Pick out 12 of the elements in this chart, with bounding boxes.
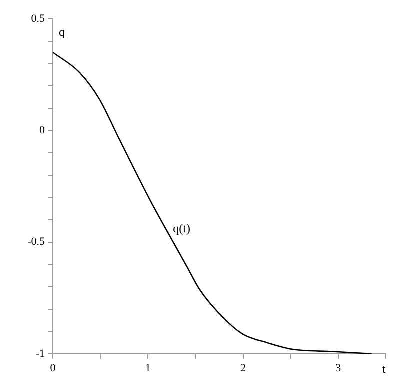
x-tick-label: 2	[240, 362, 246, 374]
series-label: q(t)	[173, 221, 190, 236]
y-axis-title: q	[59, 25, 65, 40]
y-tick-label: 0.5	[31, 12, 46, 25]
y-tick-label: -1	[36, 348, 45, 360]
x-axis-title: t	[382, 362, 386, 376]
y-tick-label: 0	[40, 124, 46, 137]
y-tick-label: -0.5	[28, 236, 46, 248]
line-series	[53, 52, 372, 354]
x-tick-label: 1	[145, 362, 151, 374]
x-tick-label: 3	[336, 362, 342, 374]
x-tick-label: 0	[50, 362, 56, 374]
